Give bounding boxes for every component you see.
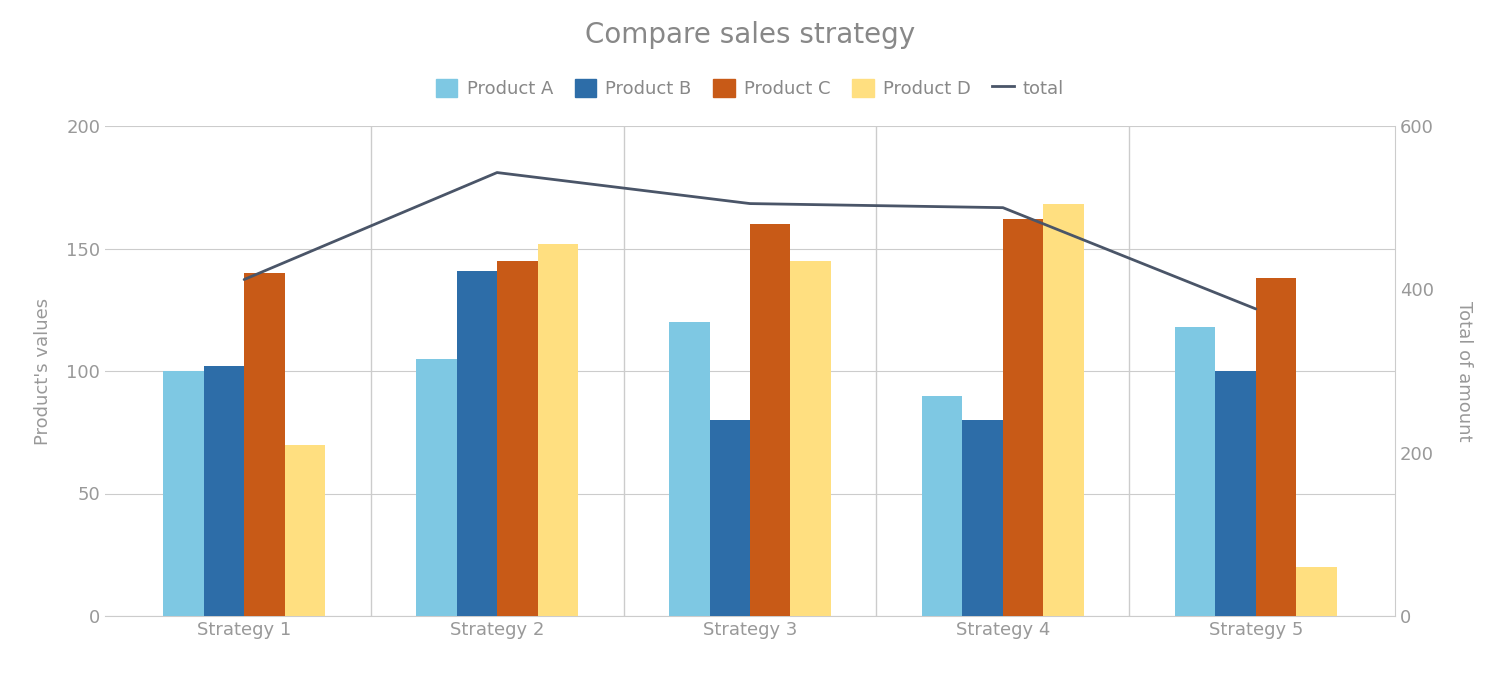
- Bar: [669, 322, 710, 616]
- Bar: [963, 420, 1004, 616]
- Text: Compare sales strategy: Compare sales strategy: [585, 21, 915, 49]
- Bar: [790, 261, 831, 616]
- Bar: [204, 366, 245, 616]
- Bar: [244, 273, 285, 616]
- Bar: [456, 270, 497, 616]
- Bar: [416, 358, 456, 616]
- Bar: [750, 224, 790, 616]
- Bar: [285, 444, 326, 616]
- Bar: [537, 244, 578, 616]
- Bar: [1215, 371, 1255, 616]
- Bar: [1256, 278, 1296, 616]
- Y-axis label: Total of amount: Total of amount: [1455, 301, 1473, 441]
- Bar: [710, 420, 750, 616]
- Bar: [1174, 327, 1215, 616]
- Bar: [922, 395, 963, 616]
- Bar: [496, 261, 537, 616]
- Bar: [1004, 219, 1044, 616]
- Bar: [164, 371, 204, 616]
- Bar: [1044, 204, 1084, 616]
- Y-axis label: Product's values: Product's values: [34, 298, 53, 444]
- Bar: [1296, 567, 1336, 616]
- Legend: Product A, Product B, Product C, Product D, total: Product A, Product B, Product C, Product…: [429, 71, 1071, 105]
